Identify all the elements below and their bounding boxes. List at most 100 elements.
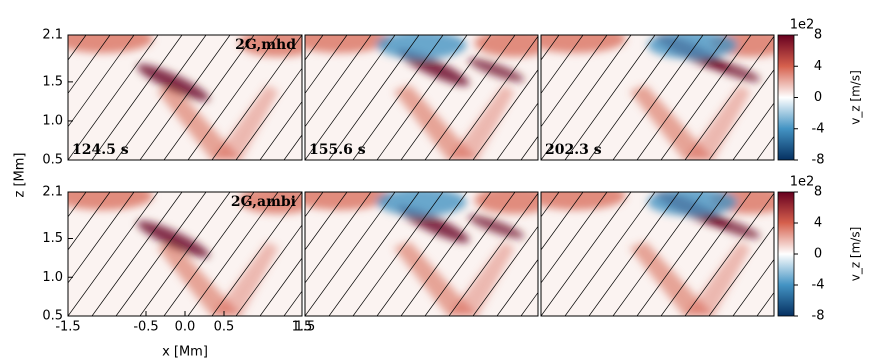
field-line — [541, 192, 608, 284]
field-line — [305, 192, 396, 316]
x-tick-label: 0.5 — [214, 320, 235, 335]
field-line — [235, 67, 302, 160]
colorbar — [777, 191, 795, 317]
field-line — [448, 35, 538, 160]
colorbar-tick-label: -8 — [812, 309, 825, 324]
front — [68, 192, 154, 210]
field-line — [68, 35, 159, 160]
panel-frame — [304, 191, 539, 317]
beam — [211, 85, 279, 160]
field-line — [612, 35, 704, 160]
beam — [393, 85, 479, 160]
field-line — [68, 192, 159, 316]
front — [703, 215, 761, 239]
field-line — [684, 35, 774, 160]
field-line — [352, 35, 444, 160]
field-line — [612, 192, 704, 316]
front — [474, 35, 538, 57]
front — [474, 192, 538, 214]
y-tick-label: 1.0 — [42, 270, 63, 285]
field-line — [352, 192, 444, 316]
panel — [0, 192, 302, 316]
field — [541, 35, 774, 160]
field-line — [732, 258, 774, 316]
field-line — [588, 192, 680, 316]
colorbar-offset: 1e2 — [790, 18, 815, 33]
colorbar-label: v_z [m/s] — [849, 70, 863, 125]
field-line — [472, 69, 538, 160]
front — [647, 35, 738, 59]
field-line — [139, 192, 231, 316]
y-axis-label: z [Mm] — [13, 153, 28, 198]
field-line — [187, 192, 279, 316]
colorbar-tick-label: 0 — [814, 247, 822, 262]
field — [305, 35, 538, 160]
panel — [305, 192, 538, 316]
colorbar-tick-label: -4 — [812, 121, 825, 136]
front — [703, 58, 761, 82]
field-line — [400, 192, 492, 316]
y-tick-label: 1.5 — [42, 74, 63, 89]
field-line — [68, 192, 135, 284]
field-line — [68, 192, 111, 251]
field-line — [0, 35, 14, 160]
field-line — [0, 192, 62, 316]
beam — [156, 85, 242, 160]
field-line — [376, 35, 468, 160]
panel — [305, 35, 538, 160]
field-line — [163, 35, 255, 160]
front — [376, 35, 467, 59]
field-line — [305, 35, 324, 61]
x-axis-label: x [Mm] — [162, 345, 208, 360]
time-label: 124.5 s — [72, 142, 129, 158]
field-line — [424, 192, 516, 316]
x-tick-label: 0.0 — [175, 320, 196, 335]
front — [467, 215, 525, 239]
field-line — [211, 35, 302, 160]
y-tick-label: 1.5 — [42, 231, 63, 246]
front — [647, 192, 738, 216]
colorbar-label: v_z [m/s] — [849, 227, 863, 282]
beam — [629, 85, 715, 160]
field-line — [283, 290, 302, 316]
field-line — [259, 101, 302, 160]
beam — [684, 85, 751, 160]
front — [376, 192, 467, 216]
panel — [541, 35, 774, 160]
field-line — [68, 35, 87, 61]
field-line — [68, 35, 135, 128]
field-line — [541, 192, 560, 218]
field-line — [0, 192, 38, 316]
beam — [448, 241, 515, 316]
field-line — [708, 225, 774, 316]
field — [305, 192, 538, 316]
field-line — [305, 192, 324, 218]
beam — [211, 241, 279, 316]
field-line — [115, 192, 207, 316]
colorbar-tick-label: -4 — [812, 278, 825, 293]
time-label: 202.3 s — [545, 142, 602, 158]
field — [541, 192, 774, 316]
x-tick-label: 1.5 — [295, 320, 316, 335]
y-tick-label: 0.5 — [42, 309, 63, 324]
field-line — [259, 257, 302, 316]
field — [68, 35, 302, 160]
panel-frame — [540, 34, 775, 161]
field-line — [541, 35, 608, 128]
field-line — [496, 102, 538, 160]
field-line — [756, 135, 774, 160]
field-line — [305, 192, 348, 251]
field — [68, 192, 302, 316]
panel — [0, 35, 302, 160]
field-line — [163, 192, 255, 316]
field-line — [424, 35, 516, 160]
field-line — [68, 35, 111, 94]
field-line — [660, 35, 752, 160]
field-line — [660, 192, 752, 316]
field-line — [328, 192, 420, 316]
field-line — [564, 192, 656, 316]
field-line — [328, 35, 420, 160]
front — [305, 35, 390, 53]
front — [136, 220, 210, 258]
